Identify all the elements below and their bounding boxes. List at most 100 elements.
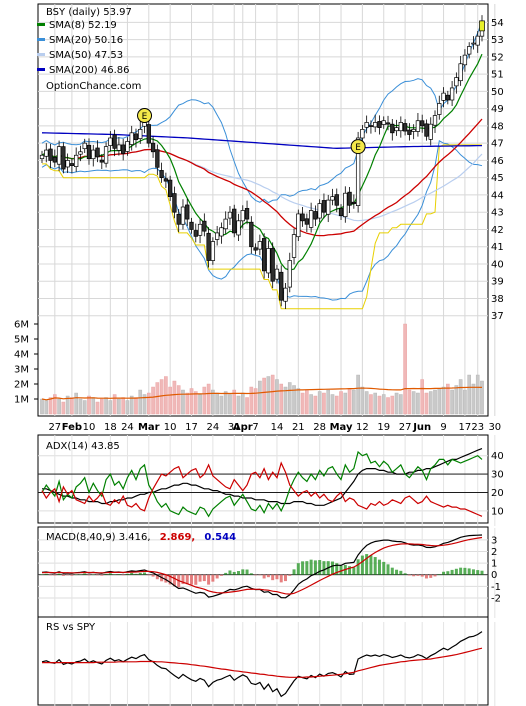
volume-bar <box>441 386 446 415</box>
volume-bar <box>480 380 484 415</box>
legend-items: SMA(8) 52.19 SMA(20) 50.16 SMA(50) 47.53 SM… <box>37 20 130 76</box>
candle-body <box>432 115 438 126</box>
candle-body <box>279 271 284 301</box>
volume-bar <box>176 385 181 415</box>
volume-bar <box>437 388 442 415</box>
volume-bar <box>211 389 215 415</box>
candle-body <box>219 227 224 237</box>
volume-bar <box>463 389 467 415</box>
candle-body <box>317 203 322 219</box>
candle-body <box>274 268 280 280</box>
volume-tick-label: 2M <box>14 380 29 391</box>
macd-hist-bar <box>151 574 155 577</box>
volume-bar <box>219 395 224 415</box>
adx-title: ADX(14) 43.85 <box>46 441 120 452</box>
candle-body <box>330 196 335 201</box>
candle-body <box>300 213 305 222</box>
macd-hist-bar <box>232 571 236 575</box>
macd-hist-bar <box>87 574 91 576</box>
volume-bar <box>347 388 352 415</box>
candle-body <box>86 144 92 160</box>
macd-hist-bar <box>138 572 142 575</box>
macd-hist-bar <box>369 555 373 575</box>
macd-hist-bar <box>108 573 112 575</box>
macd-hist-bar <box>429 574 433 578</box>
volume-bar <box>343 392 348 415</box>
macd-title: MACD(8,40,9) 3.416, <box>46 532 151 543</box>
candle-body <box>185 204 190 220</box>
candle-body <box>415 120 421 132</box>
sub-tick-label: 40 <box>491 451 504 462</box>
candle-body <box>210 241 216 261</box>
volume-bar <box>360 386 365 415</box>
x-tick-label: 10 <box>83 422 96 433</box>
candle-body <box>121 144 126 154</box>
sub-tick-label: 20 <box>491 488 504 499</box>
volume-bar <box>249 386 254 415</box>
series-line <box>42 647 483 678</box>
candle-body <box>69 163 75 166</box>
sub-tick-label: 10 <box>491 506 504 517</box>
candle-body <box>125 141 130 152</box>
candle-body <box>368 125 374 127</box>
series-line <box>42 448 483 506</box>
macd-hist-bar <box>181 574 185 585</box>
macd-hist-bar <box>412 574 416 577</box>
candle-body <box>454 77 459 87</box>
macd-hist-bar <box>330 561 334 575</box>
volume-bar <box>53 394 57 415</box>
volume-bar <box>48 397 53 415</box>
price-tick-label: 53 <box>491 35 504 46</box>
macd-hist-bar <box>454 568 458 575</box>
volume-bar <box>65 395 70 415</box>
volume-bar <box>134 397 138 415</box>
candle-body <box>355 137 361 206</box>
volume-bar <box>317 391 322 415</box>
price-tick-label: 50 <box>491 87 504 98</box>
candle-body <box>334 194 339 206</box>
macd-hist-bar <box>143 572 147 575</box>
volume-bar <box>454 385 459 415</box>
macd-signal-value: 2.869, <box>160 532 195 543</box>
volume-bar <box>91 397 96 415</box>
candle-body <box>155 149 160 168</box>
volume-bar <box>411 391 416 415</box>
volume-bar <box>236 395 241 415</box>
x-tick-label: 24 <box>121 422 134 433</box>
macd-hist-bar <box>424 574 428 579</box>
volume-bar <box>364 391 369 415</box>
x-tick-label: May <box>330 422 353 433</box>
macd-hist-bar <box>318 560 322 575</box>
volume-bar <box>283 386 288 415</box>
candle-body <box>103 146 109 164</box>
chart-title: BSY (daily) 53.97 <box>46 7 132 18</box>
candle-body <box>398 122 403 132</box>
candle-body <box>364 122 369 128</box>
price-tick-label: 43 <box>491 208 504 219</box>
candle-body <box>471 42 476 45</box>
candle-body <box>95 147 100 158</box>
volume-bar <box>377 395 382 415</box>
volume-bar <box>142 394 147 415</box>
volume-bar <box>95 401 100 415</box>
price-tick-label: 51 <box>491 70 504 81</box>
volume-bar <box>78 398 83 415</box>
candle-body <box>52 156 57 163</box>
earnings-marker <box>137 108 153 124</box>
macd-hist-bar <box>78 574 82 575</box>
macd-hist-bar <box>100 574 104 576</box>
macd-hist-bar <box>309 559 313 575</box>
volume-bar <box>313 395 318 415</box>
candle-body <box>244 208 250 220</box>
volume-bar <box>309 394 313 415</box>
volume-tick-label: 5M <box>14 335 29 346</box>
candle-body <box>458 63 463 82</box>
candle-body <box>193 230 198 237</box>
volume-bar <box>40 398 44 415</box>
macd-hist-bar <box>442 571 446 575</box>
volume-tick-label: 6M <box>14 320 29 331</box>
volume-bar <box>433 389 437 415</box>
macd-hist-bar <box>219 574 223 576</box>
macd-hist-bar <box>288 574 292 576</box>
volume-bar <box>138 389 143 415</box>
